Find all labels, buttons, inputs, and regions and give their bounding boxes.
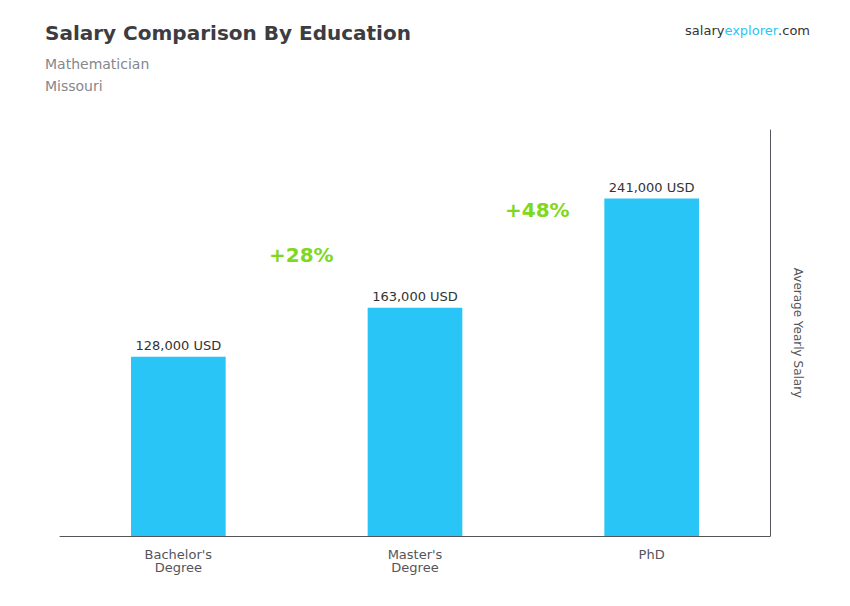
svg-text:Average Yearly Salary: Average Yearly Salary	[791, 268, 805, 398]
svg-text:Master's: Master's	[387, 547, 443, 562]
svg-text:Degree: Degree	[155, 560, 202, 575]
svg-text:+28%: +28%	[269, 243, 334, 267]
svg-text:explorer: explorer	[724, 23, 778, 38]
svg-text:salary: salary	[685, 23, 725, 38]
svg-text:Missouri: Missouri	[45, 78, 103, 94]
svg-text:.com: .com	[778, 23, 810, 38]
svg-text:Bachelor's: Bachelor's	[144, 547, 213, 562]
svg-text:+48%: +48%	[505, 198, 570, 222]
svg-text:Degree: Degree	[391, 560, 438, 575]
svg-text:PhD: PhD	[639, 547, 665, 562]
svg-text:163,000 USD: 163,000 USD	[372, 289, 458, 304]
svg-text:Salary Comparison By Education: Salary Comparison By Education	[45, 21, 411, 45]
svg-text:128,000 USD: 128,000 USD	[135, 338, 221, 353]
svg-text:Mathematician: Mathematician	[45, 56, 149, 72]
svg-text:241,000 USD: 241,000 USD	[609, 180, 695, 195]
